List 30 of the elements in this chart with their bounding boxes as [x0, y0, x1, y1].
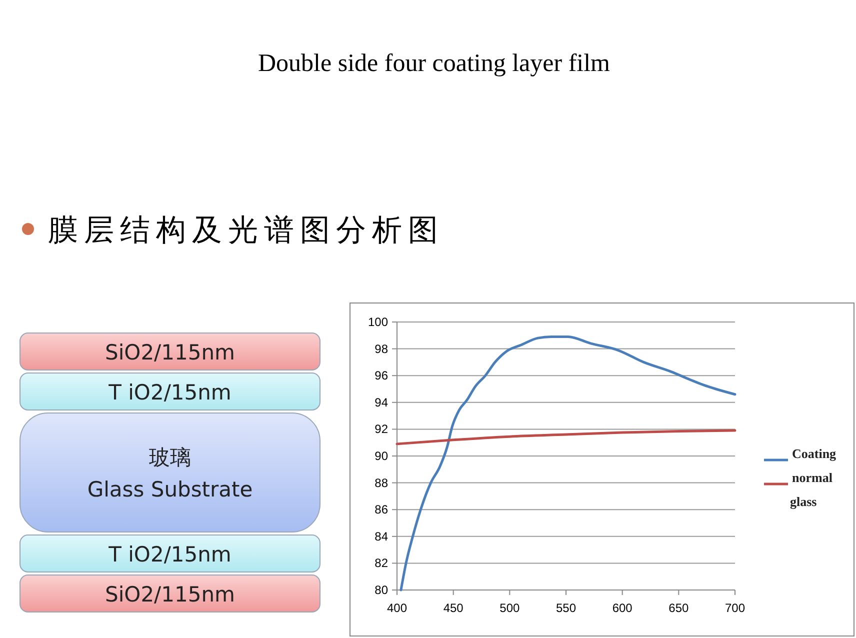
x-tick-label: 550	[556, 601, 576, 615]
y-tick-label: 80	[374, 583, 388, 597]
y-tick-label: 98	[374, 342, 388, 356]
x-tick-label: 400	[386, 601, 408, 615]
y-tick-label: 92	[374, 422, 388, 436]
x-tick-label: 650	[668, 601, 689, 615]
text: SiO2/115nm	[105, 340, 235, 364]
text: SiO2/115nm	[105, 582, 235, 606]
text: T iO2/15nm	[108, 380, 232, 404]
line-series	[396, 429, 736, 446]
legend-label: normal glass	[790, 470, 833, 509]
y-tick-label: 96	[374, 368, 388, 383]
y-tick-label: 88	[374, 476, 388, 490]
y-tick-label: 82	[374, 556, 388, 570]
y-tick-label: 86	[374, 502, 388, 517]
line-series	[400, 335, 736, 592]
y-tick-label: 90	[374, 449, 388, 463]
y-tick-label: 94	[374, 395, 388, 410]
text: 玻璃	[149, 446, 191, 470]
x-tick-label: 500	[500, 601, 520, 615]
chart-subtitle: 膜层结构及光谱图分析图	[48, 213, 444, 248]
legend-label: Coating	[792, 446, 837, 461]
y-tick-label: 84	[374, 529, 388, 544]
x-tick-label: 700	[724, 601, 746, 615]
chart-title: Double side four coating layer film	[258, 50, 611, 77]
text: Glass Substrate	[87, 478, 253, 502]
x-tick-label: 450	[443, 601, 464, 615]
text: T iO2/15nm	[108, 542, 232, 566]
x-tick-label: 600	[612, 601, 633, 615]
y-tick-label: 100	[368, 315, 388, 329]
